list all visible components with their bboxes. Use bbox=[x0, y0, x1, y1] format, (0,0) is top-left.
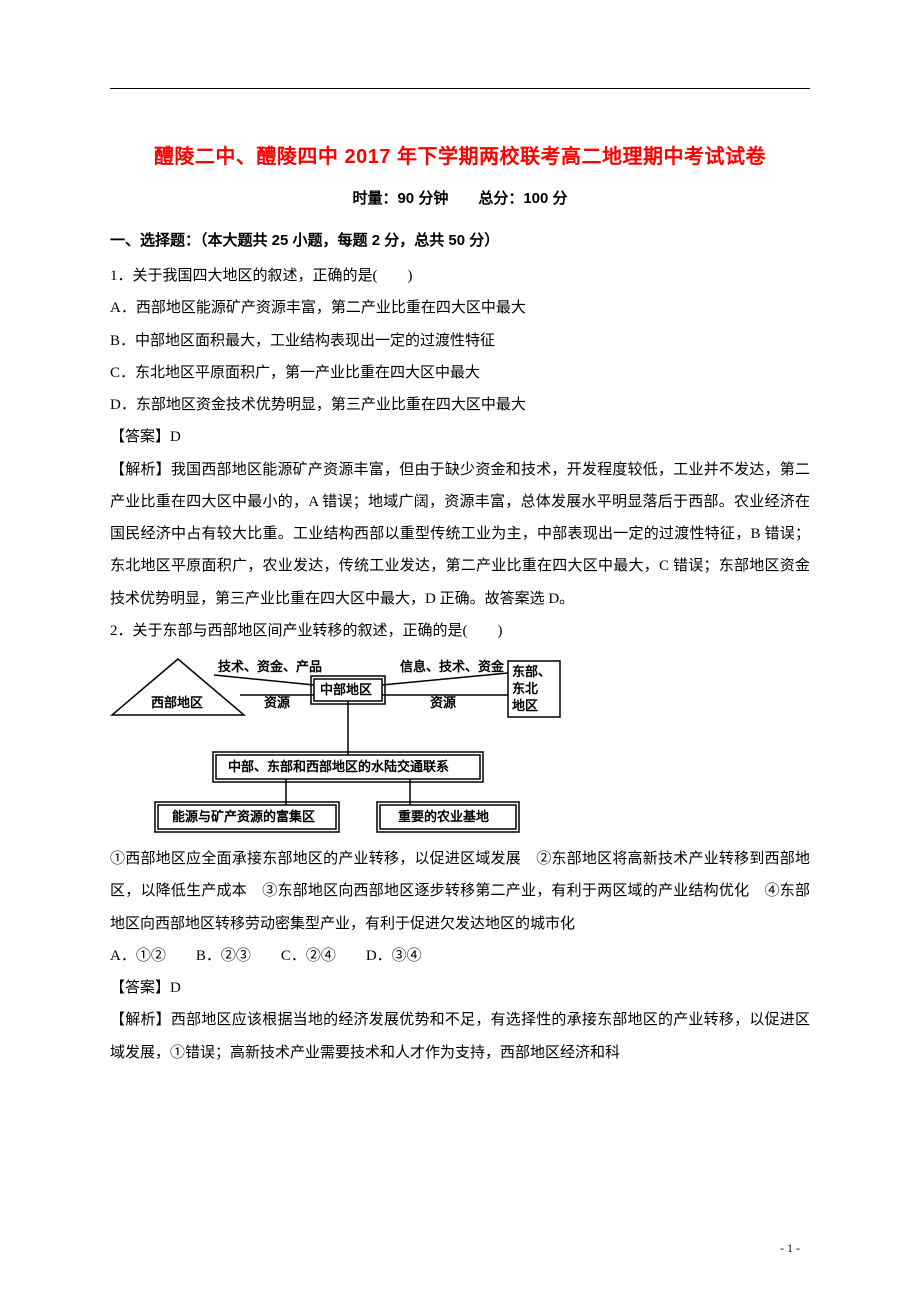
svg-text:西部地区: 西部地区 bbox=[151, 695, 203, 710]
svg-text:资源: 资源 bbox=[264, 695, 290, 710]
flowchart-svg: 西部地区 中部地区 东部、东北地区中部、东部和西部地区的水陆交通联系能源与矿产资源的… bbox=[110, 655, 570, 833]
q1-stem: 1．关于我国四大地区的叙述，正确的是( ) bbox=[110, 260, 810, 292]
svg-text:信息、技术、资金: 信息、技术、资金 bbox=[400, 659, 505, 674]
q1-answer: 【答案】D bbox=[110, 421, 810, 453]
svg-text:中部、东部和西部地区的水陆交通联系: 中部、东部和西部地区的水陆交通联系 bbox=[228, 759, 449, 774]
section-1-heading: 一、选择题：（本大题共 25 小题，每题 2 分，总共 50 分） bbox=[110, 226, 810, 256]
q2-answer: 【答案】D bbox=[110, 972, 810, 1004]
q1-option-d: D．东部地区资金技术优势明显，第三产业比重在四大区中最大 bbox=[110, 389, 810, 421]
svg-text:技术、资金、产品: 技术、资金、产品 bbox=[218, 659, 322, 674]
page-number: - 1 - bbox=[780, 1241, 800, 1256]
q2-choices: A．①② B．②③ C．②④ D．③④ bbox=[110, 940, 810, 972]
svg-text:资源: 资源 bbox=[430, 695, 456, 710]
q1-option-b: B．中部地区面积最大，工业结构表现出一定的过渡性特征 bbox=[110, 325, 810, 357]
svg-text:中部地区: 中部地区 bbox=[320, 682, 372, 697]
svg-text:重要的农业基地: 重要的农业基地 bbox=[398, 809, 489, 824]
svg-text:东北: 东北 bbox=[512, 681, 538, 696]
svg-text:东部、: 东部、 bbox=[512, 664, 551, 679]
q1-option-c: C．东北地区平原面积广，第一产业比重在四大区中最大 bbox=[110, 357, 810, 389]
q2-stem: 2．关于东部与西部地区间产业转移的叙述，正确的是( ) bbox=[110, 615, 810, 647]
exam-title: 醴陵二中、醴陵四中 2017 年下学期两校联考高二地理期中考试试卷 bbox=[110, 140, 810, 169]
top-horizontal-rule bbox=[110, 88, 810, 89]
q2-options-text: ①西部地区应全面承接东部地区的产业转移，以促进区域发展 ②东部地区将高新技术产业… bbox=[110, 843, 810, 940]
q1-explanation: 【解析】我国西部地区能源矿产资源丰富，但由于缺少资金和技术，开发程度较低，工业并… bbox=[110, 454, 810, 615]
q2-explanation: 【解析】西部地区应该根据当地的经济发展优势和不足，有选择性的承接东部地区的产业转… bbox=[110, 1004, 810, 1069]
q1-option-a: A．西部地区能源矿产资源丰富，第二产业比重在四大区中最大 bbox=[110, 292, 810, 324]
exam-subtitle: 时量：90 分钟 总分：100 分 bbox=[110, 187, 810, 208]
svg-text:能源与矿产资源的富集区: 能源与矿产资源的富集区 bbox=[172, 809, 315, 824]
svg-text:地区: 地区 bbox=[512, 698, 538, 713]
q2-diagram: 西部地区 中部地区 东部、东北地区中部、东部和西部地区的水陆交通联系能源与矿产资源的… bbox=[110, 655, 810, 833]
